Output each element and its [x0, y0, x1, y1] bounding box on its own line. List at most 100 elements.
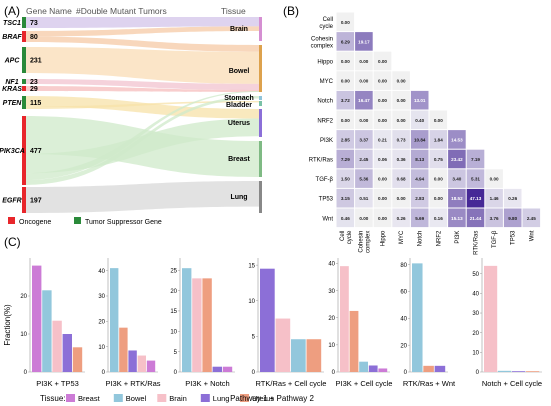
heatmap-cell-tgf--cell-cycle [336, 169, 355, 188]
heatmap-cell-tgf--myc [392, 169, 410, 188]
bar-pi3k-tp53-lung [62, 334, 72, 372]
row-label-hippo: Hippo [317, 60, 333, 66]
y-tick-label-rtk-ras-wnt: 40 [400, 317, 407, 323]
y-tick-label-pi3k-rtk-ras: 40 [98, 269, 105, 275]
sankey-flow-braf [22, 36, 259, 52]
heatmap-cell-tp53-rtk-ras [466, 188, 485, 208]
heatmap-value-rtk-ras-notch: 8.13 [415, 157, 424, 162]
bar-pi3k-rtk-ras-brain [137, 355, 146, 372]
heatmap-cell-wnt-myc [392, 208, 410, 228]
panel-c-bar-charts: (C) Fraction(%) 0 10 20 PI3K + TP53 0 10 20 30 4… [3, 235, 542, 403]
heatmap-value-myc-cohesin-complex: 0.00 [359, 79, 368, 84]
bar-pi3k-cell-cycle-lung [368, 365, 378, 372]
heatmap-value-tgf--cohesin-complex: 5.36 [359, 177, 368, 182]
heatmap-cell-rtk-ras-cell-cycle [336, 149, 355, 169]
heatmap-value-wnt-wnt: 2.45 [527, 216, 536, 221]
col-label-tp53: TP53 [511, 230, 517, 245]
tissue-label-brain: Brain [230, 26, 248, 33]
tissue-legend-label-breast: Breast [78, 394, 101, 403]
bar-pi3k-cell-cycle-bowel [359, 361, 368, 372]
y-tick-label-pi3k-tp53: 20 [20, 294, 27, 300]
legend-swatch-suppressor [74, 217, 81, 224]
panel-a-label: (A) [4, 4, 20, 18]
y-tick-label-rtk-ras-wnt: 20 [400, 343, 407, 349]
heatmap-cell-wnt-tgf- [485, 208, 503, 228]
bar-notch-cell-cycle-brain [484, 265, 498, 372]
heatmap-cell-wnt-rtk-ras [466, 208, 485, 228]
category-label-rtk-ras-wnt: RTK/Ras + Wnt [403, 379, 456, 388]
heatmap-value-nrf2-cohesin-complex: 0.00 [359, 118, 368, 123]
heatmap-cell-wnt-hippo [373, 208, 392, 228]
bar-rtk-ras-cell-cycle-lung [260, 268, 275, 372]
legend-label-oncogene: Oncogene [19, 219, 51, 226]
sankey-gene-nodes: TSC1 73 BRAF 80 APC 231 NF1 23 KRAS 29 PTEN 115 PIK3… [0, 17, 42, 213]
heatmap-value-tp53-hippo: 0.00 [378, 196, 387, 201]
heatmap-cell-myc-hippo [373, 71, 392, 90]
heatmap-value-wnt-pi3k: 15.13 [451, 216, 463, 221]
y-tick-label-pi3k-cell-cycle: 10 [328, 343, 335, 349]
heatmap-cell-wnt-notch [410, 208, 429, 228]
heatmap-value-tp53-myc: 0.00 [397, 196, 406, 201]
heatmap-cell-nrf2-nrf2 [429, 110, 448, 130]
heatmap-cell-pi3k-notch [410, 130, 429, 149]
gene-node-pik3ca [22, 116, 26, 185]
col-label-rtk-ras: RTK/Ras [474, 231, 480, 255]
heatmap-value-myc-cell-cycle: 0.00 [341, 79, 350, 84]
heatmap-value-notch-hippo: 0.00 [378, 98, 387, 103]
heatmap-cell-tp53-notch [410, 188, 429, 208]
y-tick-label-pi3k-notch: 5 [174, 350, 178, 356]
gene-count-pik3ca: 477 [30, 148, 42, 155]
heatmap-cell-tp53-tgf- [485, 188, 503, 208]
heatmap-value-nrf2-myc: 0.00 [397, 118, 406, 123]
row-label-tp53: TP53 [319, 197, 334, 203]
gene-count-pten: 115 [30, 100, 41, 107]
heatmap-value-pi3k-notch: 10.84 [414, 137, 426, 142]
y-tick-label-pi3k-rtk-ras: 20 [98, 320, 105, 326]
heatmap-cell-notch-cohesin-complex [355, 90, 373, 110]
tissue-legend-title: Tissue: [40, 394, 66, 403]
heatmap-value-tp53-pi3k: 18.52 [451, 196, 463, 201]
heatmap-cell-tgf--notch [410, 169, 429, 188]
row-label-rtk-ras: RTK/Ras [309, 158, 333, 164]
heatmap-value-rtk-ras-rtk-ras: 7.19 [471, 157, 480, 162]
heatmap-value-nrf2-hippo: 0.00 [378, 118, 387, 123]
heatmap-cell-nrf2-cell-cycle [336, 110, 355, 130]
y-tick-label-pi3k-rtk-ras: 0 [102, 370, 106, 376]
bar-chart-rtk-ras-cell-cycle: 0 5 10 15 RTK/Ras + Cell cycle [248, 258, 326, 388]
bar-rtk-ras-cell-cycle-brain [275, 318, 291, 372]
row-label-tgf-: TGF-β [316, 177, 334, 183]
bar-pi3k-tp53-breast [32, 265, 42, 372]
heatmap-value-hippo-hippo: 0.00 [378, 59, 387, 64]
heatmap-cell-tp53-nrf2 [429, 188, 448, 208]
heatmap-cell-tgf--tgf- [485, 169, 503, 188]
gene-label-braf: BRAF [2, 34, 22, 41]
col-label-tgf-: TGF-β [492, 230, 498, 248]
bar-pi3k-rtk-ras-uterus [119, 327, 128, 372]
bar-pi3k-rtk-ras-lung [128, 350, 137, 372]
col-label-cell-cycle: Cell [340, 231, 346, 241]
gene-count-egfr: 197 [30, 198, 42, 205]
heatmap-cell-wnt-pi3k [448, 208, 466, 228]
row-label-cell-cycle: cycle [319, 24, 333, 30]
y-tick-label-pi3k-notch: 20 [170, 289, 177, 295]
heatmap-cell-cohesin-complex-cohesin-complex [355, 32, 373, 51]
heatmap-cell-tp53-myc [392, 188, 410, 208]
tissue-node-bowel [259, 45, 262, 92]
gene-node-pten [22, 96, 26, 109]
sankey-flow-pten [22, 96, 259, 119]
col-label-cell-cycle: cycle [347, 230, 353, 244]
heatmap-value-tgf--pi3k: 3.40 [452, 177, 461, 182]
heatmap-value-hippo-cell-cycle: 0.00 [341, 59, 350, 64]
y-tick-label-pi3k-tp53: 0 [24, 370, 28, 376]
heatmap-cell-nrf2-cohesin-complex [355, 110, 373, 130]
heatmap-value-pi3k-cohesin-complex: 3.37 [359, 137, 368, 142]
heatmap-value-wnt-notch: 5.69 [415, 216, 424, 221]
gene-label-tsc1: TSC1 [3, 20, 21, 27]
y-tick-label-rtk-ras-wnt: 80 [400, 263, 407, 269]
heatmap-value-tp53-cell-cycle: 3.15 [341, 196, 350, 201]
heatmap-value-rtk-ras-nrf2: 0.75 [434, 157, 443, 162]
row-label-pi3k: PI3K [320, 138, 333, 144]
y-tick-label-pi3k-notch: 25 [170, 268, 177, 274]
category-label-pi3k-cell-cycle: PI3K + Cell cycle [336, 379, 393, 388]
bar-pi3k-notch-uterus [202, 278, 212, 372]
